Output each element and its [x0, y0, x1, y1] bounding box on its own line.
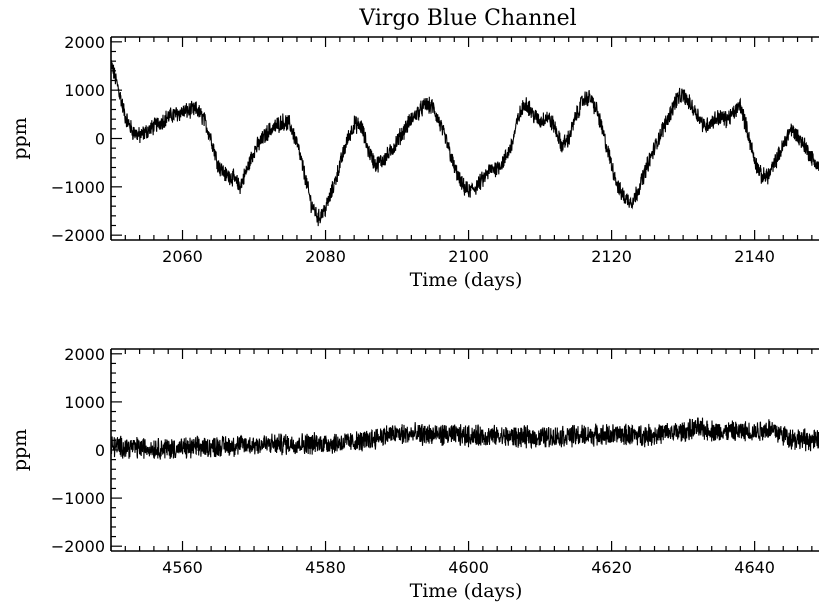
- x-tick-label: 4580: [305, 558, 346, 577]
- y-tick-label: 1000: [64, 393, 105, 412]
- x-axis-label: Time (days): [410, 269, 523, 291]
- y-tick-label: −1000: [51, 489, 105, 508]
- y-axis-label: ppm: [9, 429, 31, 471]
- y-tick-label: −2000: [51, 537, 105, 556]
- x-tick-label: 4640: [734, 558, 775, 577]
- y-tick-label: 0: [95, 130, 105, 149]
- x-tick-label: 2140: [734, 247, 775, 266]
- data-series-line: [111, 60, 819, 227]
- x-tick-label: 2120: [591, 247, 632, 266]
- chart-title: Virgo Blue Channel: [358, 6, 576, 31]
- x-tick-label: 4600: [448, 558, 489, 577]
- y-tick-label: −1000: [51, 178, 105, 197]
- x-tick-label: 2100: [448, 247, 489, 266]
- y-tick-label: 2000: [64, 345, 105, 364]
- y-tick-label: 2000: [64, 33, 105, 52]
- y-axis-label: ppm: [9, 117, 31, 159]
- top-panel: 2060 2080 2100 2120 2140 −2000 −1000 0 1000 2000 T…: [9, 33, 819, 291]
- y-tick-label: −2000: [51, 226, 105, 245]
- x-tick-label: 2060: [162, 247, 203, 266]
- data-series-line: [111, 417, 819, 460]
- x-tick-label: 4620: [591, 558, 632, 577]
- x-tick-label: 2080: [305, 247, 346, 266]
- x-tick-label: 4560: [162, 558, 203, 577]
- y-tick-label: 0: [95, 441, 105, 460]
- bottom-panel: 4560 4580 4600 4620 4640 −2000 −1000 0 1000 2000 T…: [9, 345, 819, 602]
- y-tick-label: 1000: [64, 81, 105, 100]
- x-axis-label: Time (days): [410, 580, 523, 602]
